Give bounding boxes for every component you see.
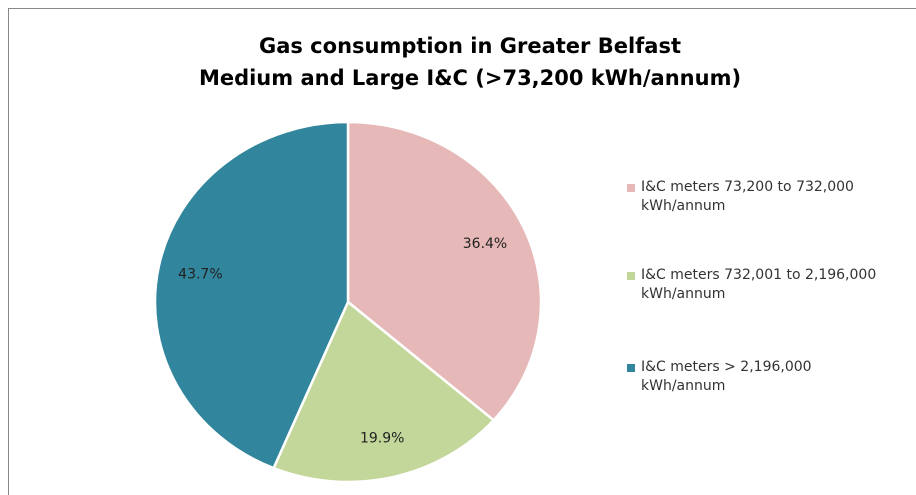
legend-label: I&C meters > 2,196,000 kWh/annum — [641, 359, 812, 394]
chart-title: Gas consumption in Greater Belfast — [259, 34, 681, 58]
data-label: 43.7% — [178, 266, 222, 282]
legend-marker — [627, 184, 635, 192]
chart-title: Medium and Large I&C (>73,200 kWh/annum) — [199, 66, 741, 90]
pie-slice — [346, 120, 543, 422]
pie-slice — [153, 120, 350, 470]
data-label: 36.4% — [463, 236, 507, 252]
legend-label: I&C meters 73,200 to 732,000 kWh/annum — [641, 179, 854, 214]
legend-label: I&C meters 732,001 to 2,196,000 kWh/annu… — [641, 267, 877, 302]
data-label: 19.9% — [360, 431, 404, 447]
legend-marker — [627, 364, 635, 372]
legend-marker — [627, 272, 635, 280]
